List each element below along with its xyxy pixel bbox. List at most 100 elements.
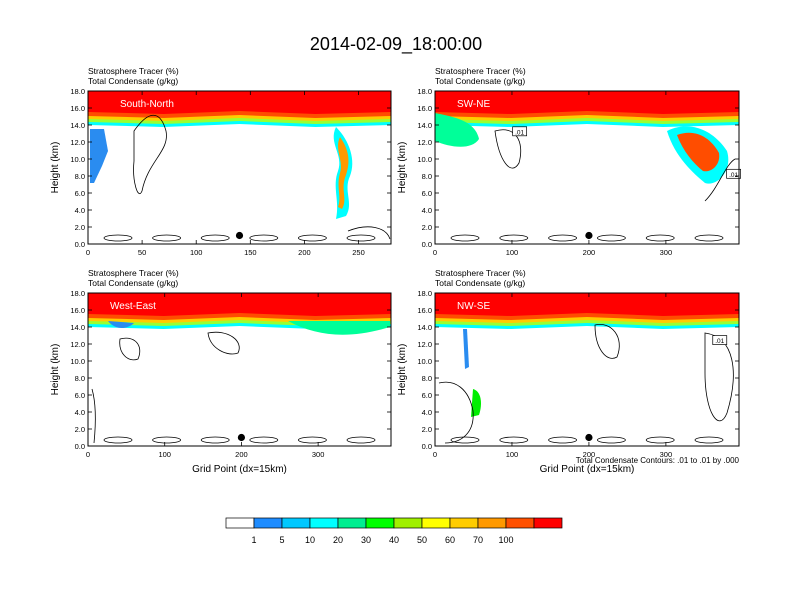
panel-top-right: Stratosphere Tracer (%)Total Condensate … <box>397 66 741 257</box>
contour-line <box>548 436 577 444</box>
contour-line <box>438 381 474 444</box>
tracer-region <box>435 113 479 147</box>
y-tick-label: 4.0 <box>75 408 85 417</box>
plot-frame <box>434 292 740 447</box>
colorbar-label: 40 <box>389 535 399 545</box>
y-tick-label: 14.0 <box>70 323 85 332</box>
contour-line <box>133 114 167 194</box>
contour-line <box>704 158 736 202</box>
contour-line <box>103 436 133 444</box>
contour-line <box>207 331 240 355</box>
tracer-region <box>108 321 134 328</box>
section-label: West-East <box>110 301 156 312</box>
y-tick-label: 0.0 <box>422 442 432 451</box>
y-tick-label: 2.0 <box>75 425 85 434</box>
contour-line <box>450 436 480 444</box>
contour-line <box>346 436 376 444</box>
y-tick-label: 6.0 <box>75 391 85 400</box>
colorbar-label: 100 <box>498 535 513 545</box>
colorbar-swatch <box>505 517 535 529</box>
colorbar-label: 10 <box>305 535 315 545</box>
x-tick-label: 0 <box>86 450 90 459</box>
y-tick-label: 4.0 <box>422 206 432 215</box>
y-tick-label: 12.0 <box>70 340 85 349</box>
panel-label-tracer: Stratosphere Tracer (%) <box>88 268 179 278</box>
colorbar-swatch <box>533 517 563 529</box>
x-axis-label: Grid Point (dx=15km) <box>192 464 287 475</box>
y-tick-label: 4.0 <box>422 408 432 417</box>
contour-line <box>119 337 141 361</box>
contour-line <box>249 234 279 242</box>
panel-label-condensate: Total Condensate (g/kg) <box>88 278 178 288</box>
y-tick-label: 16.0 <box>417 104 432 113</box>
y-tick-label: 8.0 <box>422 172 432 181</box>
section-label: SW-NE <box>457 99 490 110</box>
location-marker <box>585 231 593 240</box>
y-tick-label: 14.0 <box>417 121 432 130</box>
location-marker <box>235 231 244 240</box>
contour-line <box>694 436 724 444</box>
section-label: NW-SE <box>457 301 490 312</box>
tracer-region <box>90 129 108 183</box>
colorbar-label: 70 <box>473 535 483 545</box>
y-tick-label: 14.0 <box>70 121 85 130</box>
colorbar-label: 30 <box>361 535 371 545</box>
x-tick-label: 100 <box>506 248 519 257</box>
y-tick-label: 8.0 <box>422 374 432 383</box>
x-tick-label: 300 <box>660 248 673 257</box>
contour-line <box>200 234 230 242</box>
y-tick-label: 10.0 <box>417 155 432 164</box>
x-tick-label: 200 <box>235 450 248 459</box>
x-tick-label: 0 <box>433 248 437 257</box>
y-tick-label: 10.0 <box>70 155 85 164</box>
y-tick-label: 12.0 <box>417 340 432 349</box>
panel-label-tracer: Stratosphere Tracer (%) <box>435 66 526 76</box>
colorbar-swatch <box>365 517 395 529</box>
tracer-region <box>435 293 739 307</box>
colorbar-label: 60 <box>445 535 455 545</box>
contour-value-label: .01 <box>715 338 724 345</box>
panel-label-condensate: Total Condensate (g/kg) <box>435 76 525 86</box>
y-tick-label: 18.0 <box>70 87 85 96</box>
contour-line <box>249 436 279 444</box>
x-tick-label: 150 <box>244 248 257 257</box>
y-tick-label: 16.0 <box>70 104 85 113</box>
colorbar-label: 5 <box>279 535 284 545</box>
panel-label-tracer: Stratosphere Tracer (%) <box>88 66 179 76</box>
contour-line <box>596 234 626 242</box>
tracer-region <box>677 132 720 172</box>
tracer-field <box>88 91 391 242</box>
y-tick-label: 16.0 <box>417 306 432 315</box>
x-tick-label: 0 <box>86 248 90 257</box>
x-tick-label: 200 <box>583 248 596 257</box>
x-tick-label: 100 <box>190 248 203 257</box>
colorbar-swatch <box>421 517 451 529</box>
y-tick-label: 12.0 <box>417 138 432 147</box>
plot-frame <box>87 292 392 447</box>
panel-bottom-left: Stratosphere Tracer (%)Total Condensate … <box>50 268 392 475</box>
figure-title: 2014-02-09_18:00:00 <box>310 34 482 55</box>
y-tick-label: 8.0 <box>75 374 85 383</box>
contour-line <box>297 234 327 242</box>
contour-value-box <box>712 335 728 345</box>
y-tick-label: 4.0 <box>75 206 85 215</box>
colorbar-swatch <box>449 517 479 529</box>
y-tick-label: 18.0 <box>417 87 432 96</box>
panel-label-condensate: Total Condensate (g/kg) <box>435 278 525 288</box>
contour-line <box>645 436 675 444</box>
y-tick-label: 0.0 <box>75 240 85 249</box>
contour-line <box>200 436 230 444</box>
y-tick-label: 18.0 <box>70 289 85 298</box>
y-tick-label: 6.0 <box>75 189 85 198</box>
contour-line <box>694 234 724 242</box>
y-tick-label: 10.0 <box>70 357 85 366</box>
y-tick-label: 18.0 <box>417 289 432 298</box>
y-tick-label: 6.0 <box>422 391 432 400</box>
y-tick-label: 2.0 <box>422 223 432 232</box>
colorbar-label: 50 <box>417 535 427 545</box>
tracer-region <box>435 91 739 105</box>
tracer-region <box>88 91 391 105</box>
panel-label-condensate: Total Condensate (g/kg) <box>88 76 178 86</box>
contour-line <box>494 129 521 169</box>
